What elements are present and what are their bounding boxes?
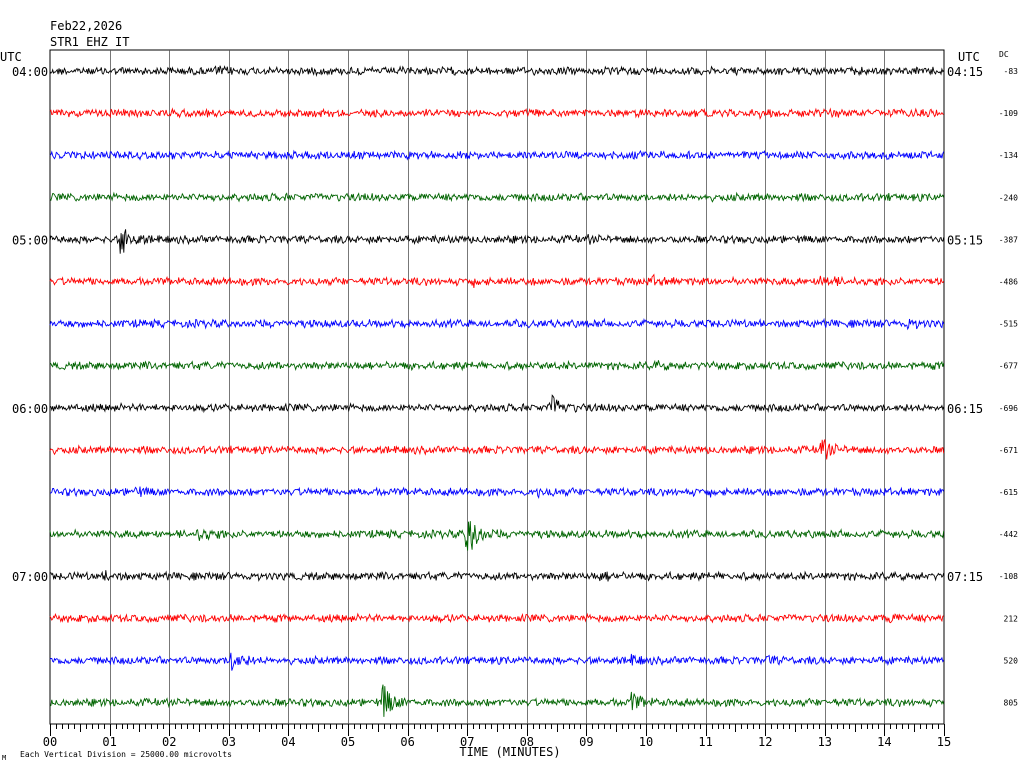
dc-offset-label: -671	[999, 446, 1018, 455]
right-time-labels: 04:15 05:15 06:15 07:15	[947, 65, 983, 584]
dc-offset-label: 805	[1004, 699, 1019, 708]
left-utc-label: UTC	[0, 50, 22, 64]
x-axis: 00 01 02 03 04 05 06 07 08 09 10 11 12 13 14 15	[43, 724, 951, 749]
trace-row-11	[49, 521, 945, 551]
x-tick-label: 01	[102, 735, 116, 749]
dc-header-label: DC	[999, 50, 1009, 59]
x-tick-label: 13	[818, 735, 832, 749]
dc-offset-label: 520	[1004, 656, 1019, 665]
dc-offset-label: -108	[999, 572, 1018, 581]
x-tick-label: 03	[222, 735, 236, 749]
trace-row-4	[49, 229, 945, 254]
trace-row-2	[49, 149, 945, 161]
dc-offset-label: -109	[999, 109, 1018, 118]
dc-offset-label: -442	[999, 530, 1018, 539]
trace-row-7	[49, 359, 945, 372]
right-utc-label: UTC	[958, 50, 980, 64]
left-time-label: 07:00	[12, 570, 48, 584]
trace-row-13	[49, 612, 944, 624]
x-tick-label: 09	[579, 735, 593, 749]
x-axis-title: TIME (MINUTES)	[459, 745, 560, 759]
x-tick-label: 04	[281, 735, 295, 749]
dc-offset-labels: -83 -109 -134 -240 -387 -486 -515 -677 -696 -671 -…	[999, 67, 1018, 708]
x-tick-label: 10	[639, 735, 653, 749]
trace-row-1	[49, 107, 944, 120]
dc-offset-label: -240	[999, 193, 1018, 202]
dc-offset-label: -677	[999, 362, 1018, 371]
trace-row-12	[49, 570, 945, 582]
dc-offset-label: -134	[999, 151, 1018, 160]
trace-row-10	[50, 486, 945, 500]
dc-offset-label: -696	[999, 404, 1018, 413]
x-tick-label: 05	[341, 735, 355, 749]
dc-offset-label: -387	[999, 235, 1018, 244]
left-time-labels: 04:00 05:00 06:00 07:00	[12, 65, 48, 584]
left-time-label: 06:00	[12, 402, 48, 416]
x-tick-label: 02	[162, 735, 176, 749]
x-tick-label: 15	[937, 735, 951, 749]
dc-offset-label: -83	[1004, 67, 1019, 76]
trace-row-5	[49, 273, 945, 289]
right-time-label: 07:15	[947, 570, 983, 584]
right-time-label: 04:15	[947, 65, 983, 79]
dc-offset-label: -486	[999, 278, 1018, 287]
x-tick-label: 00	[43, 735, 57, 749]
dc-offset-label: -515	[999, 320, 1018, 329]
traces	[49, 65, 945, 717]
x-tick-label: 11	[698, 735, 712, 749]
footnote-mark: M	[2, 754, 6, 762]
dc-offset-label: 212	[1004, 614, 1019, 623]
scale-footnote: Each Vertical Division = 25000.00 microv…	[20, 750, 232, 759]
left-time-label: 05:00	[12, 233, 48, 247]
trace-row-0	[49, 65, 945, 77]
date-label: Feb22,2026	[50, 19, 122, 33]
station-label: STR1 EHZ IT	[50, 35, 129, 49]
trace-row-9	[49, 439, 945, 460]
trace-row-3	[49, 191, 945, 203]
dc-offset-label: -615	[999, 488, 1018, 497]
trace-row-14	[49, 652, 945, 671]
x-tick-label: 07	[460, 735, 474, 749]
x-tick-label: 12	[758, 735, 772, 749]
right-time-label: 06:15	[947, 402, 983, 416]
left-time-label: 04:00	[12, 65, 48, 79]
trace-row-15	[49, 684, 945, 717]
right-time-label: 05:15	[947, 233, 983, 247]
trace-row-6	[49, 317, 945, 331]
trace-row-8	[49, 394, 945, 414]
x-tick-label: 06	[400, 735, 414, 749]
x-tick-label: 08	[520, 735, 534, 749]
x-tick-label: 14	[877, 735, 891, 749]
